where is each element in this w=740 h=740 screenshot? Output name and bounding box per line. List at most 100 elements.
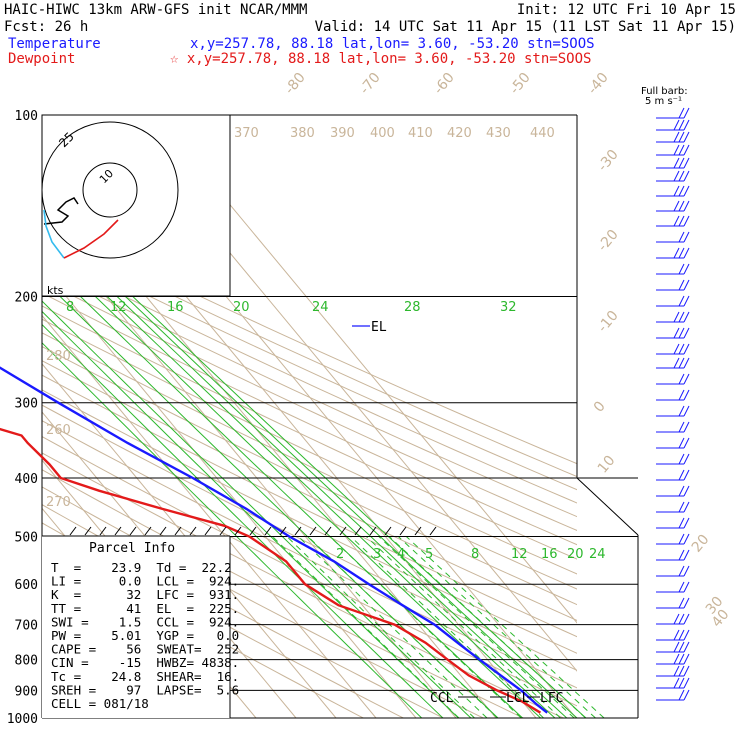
dry-adiabat-line xyxy=(42,346,577,606)
wind-barb xyxy=(656,613,690,625)
wind-barb-flag xyxy=(678,279,685,291)
wind-barb-flag xyxy=(683,485,690,497)
moist-adiabat-line xyxy=(329,536,522,718)
wind-barb-flag xyxy=(678,200,685,212)
wind-barb-flag xyxy=(678,405,685,417)
hatch-mark xyxy=(84,526,92,536)
wind-barb xyxy=(656,231,690,243)
wind-barb xyxy=(656,373,690,385)
wind-barb-flag xyxy=(683,565,690,577)
wind-barb-flag xyxy=(673,629,680,641)
wind-barb-flag xyxy=(683,581,690,593)
wind-barb-flag xyxy=(673,613,680,625)
wind-barb xyxy=(656,517,690,529)
mixing-ratio-label: 12 xyxy=(511,547,528,562)
hatch-mark xyxy=(204,526,212,536)
hatch-mark xyxy=(174,526,182,536)
hatch-mark xyxy=(249,526,257,536)
wind-barb-flag xyxy=(678,311,685,323)
wind-barb-flag xyxy=(683,157,690,169)
parcel-info-row: CAPE = 56 SWEAT= 252 xyxy=(51,642,239,657)
wind-barb xyxy=(656,157,690,169)
mixing-ratio-label: 5 xyxy=(425,547,433,562)
hatch-mark xyxy=(294,526,302,536)
wind-barb-flag xyxy=(673,119,680,131)
hodograph-box xyxy=(41,114,231,297)
wind-barb xyxy=(656,629,690,641)
wind-barb xyxy=(656,170,690,182)
dry-adiabat-line xyxy=(42,435,577,707)
wind-barb xyxy=(656,295,690,307)
theta-label: 270 xyxy=(46,495,71,510)
wind-barb-flag xyxy=(678,144,685,156)
wind-barb-flag xyxy=(678,247,685,259)
mixing-ratio-label: 12 xyxy=(110,300,127,315)
hodograph: 25 10 kts xyxy=(41,114,231,297)
wind-barb xyxy=(656,200,690,212)
wind-barb-flag xyxy=(683,144,690,156)
hatch-mark xyxy=(324,526,332,536)
wind-barb-flag xyxy=(683,405,690,417)
pressure-label-1000: 1000 xyxy=(7,712,38,727)
dry-adiabat-line xyxy=(42,219,577,465)
theta-label: 430 xyxy=(486,126,511,141)
wind-barb xyxy=(656,405,690,417)
dry-adiabat-line xyxy=(42,230,577,478)
chart-title: HAIC-HIWC 13km ARW-GFS init NCAR/MMM xyxy=(4,2,307,18)
hatch-mark xyxy=(114,526,122,536)
dry-adiabat-line xyxy=(42,305,577,560)
parcel-info-panel: Parcel Info T = 23.9 Td = 22.2LI = 0.0 L… xyxy=(42,526,437,718)
wind-barb-flag xyxy=(673,665,680,677)
hodograph-ring-inner xyxy=(82,162,138,218)
wind-barb-flag xyxy=(683,357,690,369)
dry-adiabat-line xyxy=(42,469,525,718)
isotherm-label: -60 xyxy=(431,70,458,98)
lcl-marker-label: LCL xyxy=(506,691,530,706)
dry-adiabat-line xyxy=(42,254,577,504)
hatch-mark xyxy=(384,526,392,536)
moist-adiabat-line xyxy=(272,536,460,718)
pressure-tick-labels: 100 200 300 400 500 600 700 800 900 1000 xyxy=(7,109,38,727)
wind-barb-flag xyxy=(678,215,685,227)
dry-adiabat-line xyxy=(42,318,577,575)
wind-barb-flag xyxy=(678,549,685,561)
wind-barb-flag xyxy=(673,131,680,143)
wind-barb-flag xyxy=(683,231,690,243)
dry-adiabat-line xyxy=(42,267,577,518)
theta-label: 380 xyxy=(290,126,315,141)
parcel-info-row: TT = 41 EL = 225. xyxy=(51,601,239,616)
isotherm-line xyxy=(42,314,377,718)
theta-label: 260 xyxy=(46,423,71,438)
wind-barb-flag xyxy=(683,185,690,197)
parcel-info-row: CIN = -15 HWBZ= 4838. xyxy=(51,655,239,670)
moist-adiabat-line xyxy=(397,536,596,718)
wind-barb-flag xyxy=(678,231,685,243)
wind-barb-flag xyxy=(683,279,690,291)
parcel-info-row: LI = 0.0 LCL = 924. xyxy=(51,574,239,589)
mixing-ratio-label: 24 xyxy=(589,547,606,562)
hatch-mark xyxy=(309,526,317,536)
wind-barb-flag xyxy=(673,170,680,182)
parcel-info-row: T = 23.9 Td = 22.2 xyxy=(51,560,232,575)
wind-barb xyxy=(656,343,690,355)
hatch-mark xyxy=(129,526,137,536)
wind-barb-flag xyxy=(683,665,690,677)
hatch-mark xyxy=(264,526,272,536)
temperature-profile xyxy=(0,366,548,714)
moist-adiabat-line xyxy=(405,536,605,718)
wind-barb-flag xyxy=(678,613,685,625)
wind-barb-flag xyxy=(673,157,680,169)
parcel-info-title: Parcel Info xyxy=(89,541,175,556)
mixing-ratio-labels: 8 12 16 20 24 28 32 2 3 4 5 8 12 16 20 24 xyxy=(66,300,606,562)
isotherm-label: 0 xyxy=(591,398,609,415)
wind-barb-flag xyxy=(673,327,680,339)
hodograph-trace-upper xyxy=(43,197,79,225)
wind-barb-flag xyxy=(683,437,690,449)
moist-adiabat-line xyxy=(286,536,475,718)
wind-barb-flag xyxy=(673,677,680,689)
mixing-ratio-label: 8 xyxy=(66,300,74,315)
wind-barb-flag xyxy=(673,641,680,653)
dry-adiabat-line xyxy=(42,279,577,532)
wind-barb-flag xyxy=(683,501,690,513)
wind-barb xyxy=(656,215,690,227)
